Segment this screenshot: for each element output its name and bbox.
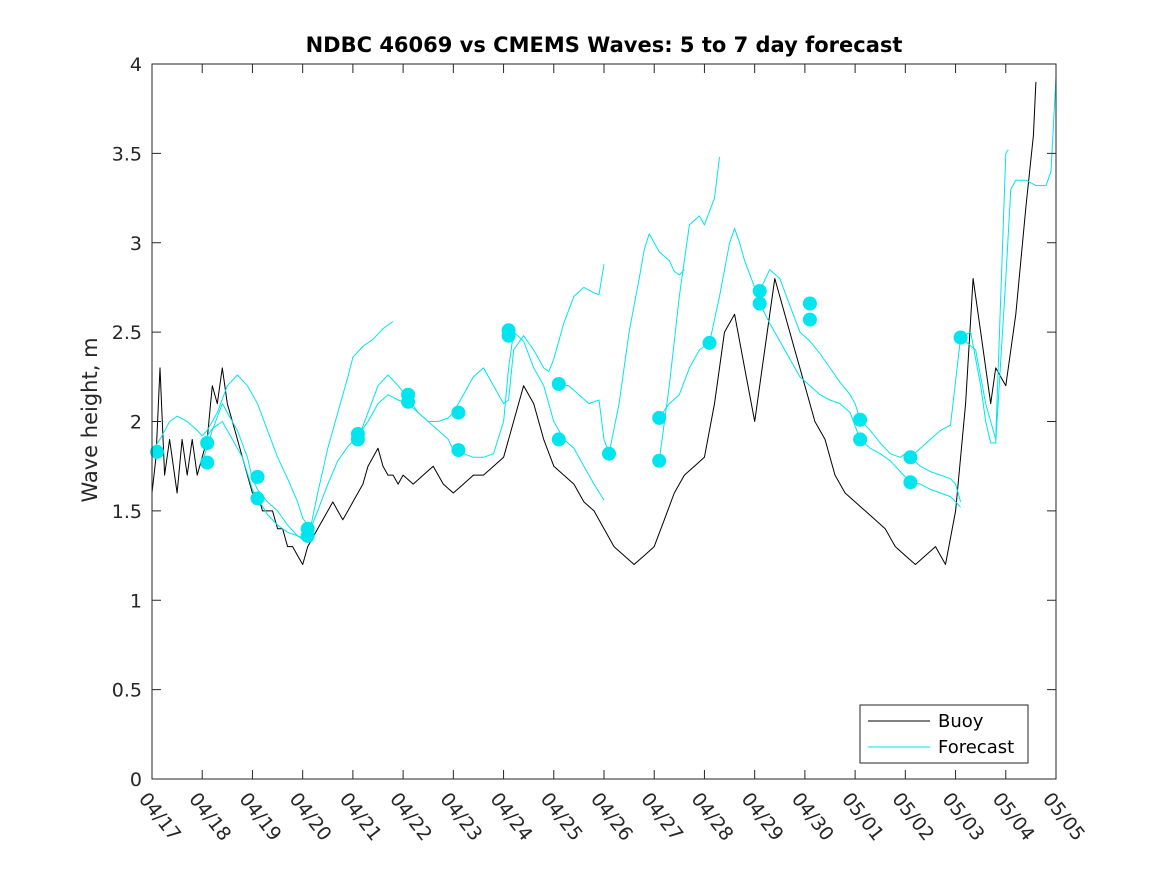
y-tick-label: 1 xyxy=(130,590,142,612)
legend-label-buoy: Buoy xyxy=(938,711,984,732)
forecast-series-line-1 xyxy=(151,374,309,526)
y-tick-label: 2 xyxy=(130,412,142,434)
forecast-series-line-5 xyxy=(453,331,605,501)
forecast-start-marker xyxy=(602,446,616,461)
forecast-start-marker xyxy=(250,491,265,506)
y-axis-label: Wave height, m xyxy=(78,337,102,502)
forecast-start-marker xyxy=(150,444,164,459)
legend-label-forecast: Forecast xyxy=(938,737,1014,758)
plot-background xyxy=(152,64,1056,779)
buoy-series-line xyxy=(151,81,1037,565)
forecast-series-line-3 xyxy=(201,394,454,539)
plot-area xyxy=(152,64,1056,779)
forecast-start-marker xyxy=(752,284,767,298)
marker-layer xyxy=(150,284,968,543)
chart-title: NDBC 46069 vs CMEMS Waves: 5 to 7 day fo… xyxy=(306,33,903,57)
y-tick-label: 0 xyxy=(130,769,142,791)
forecast-start-marker xyxy=(853,432,868,447)
legend: Buoy Forecast xyxy=(859,704,1029,764)
forecast-start-marker xyxy=(350,432,365,447)
y-tick-label: 3 xyxy=(130,233,142,255)
forecast-start-marker xyxy=(200,455,215,470)
forecast-start-marker xyxy=(551,377,566,391)
forecast-start-marker xyxy=(903,450,918,465)
forecast-start-marker xyxy=(752,296,767,311)
y-tick-label: 1.5 xyxy=(112,501,142,523)
forecast-series-line-7 xyxy=(658,156,720,461)
forecast-start-marker xyxy=(802,296,817,311)
y-tick-label: 3.5 xyxy=(112,143,142,165)
forecast-series-line-6 xyxy=(558,233,685,455)
forecast-start-marker xyxy=(853,412,868,427)
forecast-start-marker xyxy=(451,405,466,420)
forecast-start-marker xyxy=(401,394,416,409)
forecast-series-line-10 xyxy=(910,76,1057,458)
forecast-start-marker xyxy=(903,475,918,490)
y-tick-label: 2.5 xyxy=(112,322,142,344)
forecast-series-line-11 xyxy=(960,149,1009,440)
forecast-start-marker xyxy=(501,328,516,343)
legend-box xyxy=(859,704,1029,764)
y-tick-label: 0.5 xyxy=(112,680,142,702)
forecast-start-marker xyxy=(953,330,968,345)
forecast-start-marker xyxy=(200,436,215,450)
forecast-start-marker xyxy=(802,312,817,327)
forecast-start-marker xyxy=(451,443,466,458)
forecast-start-marker xyxy=(702,335,717,350)
y-tick-label: 4 xyxy=(130,54,142,76)
forecast-start-marker xyxy=(652,453,667,468)
forecast-start-marker xyxy=(250,469,265,484)
forecast-start-marker xyxy=(300,528,315,543)
forecast-start-marker xyxy=(652,410,667,425)
forecast-start-marker xyxy=(551,432,566,447)
